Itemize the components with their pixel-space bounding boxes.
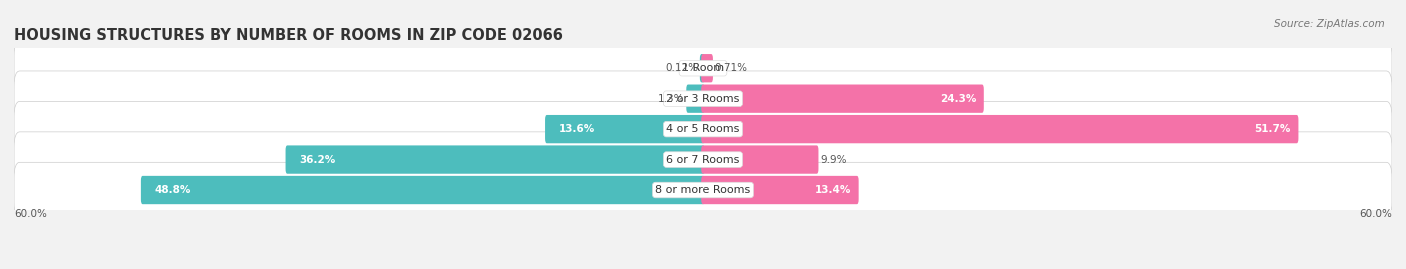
FancyBboxPatch shape (546, 115, 704, 143)
FancyBboxPatch shape (702, 115, 1298, 143)
FancyBboxPatch shape (285, 146, 704, 174)
Text: 1.3%: 1.3% (658, 94, 685, 104)
Text: 24.3%: 24.3% (939, 94, 976, 104)
FancyBboxPatch shape (14, 132, 1392, 187)
Text: 6 or 7 Rooms: 6 or 7 Rooms (666, 155, 740, 165)
FancyBboxPatch shape (14, 41, 1392, 96)
Text: 1 Room: 1 Room (682, 63, 724, 73)
Text: 13.4%: 13.4% (814, 185, 851, 195)
Text: 48.8%: 48.8% (155, 185, 191, 195)
Text: 0.71%: 0.71% (714, 63, 748, 73)
Text: 2 or 3 Rooms: 2 or 3 Rooms (666, 94, 740, 104)
Text: 9.9%: 9.9% (820, 155, 846, 165)
FancyBboxPatch shape (702, 54, 713, 82)
Text: 8 or more Rooms: 8 or more Rooms (655, 185, 751, 195)
Text: Source: ZipAtlas.com: Source: ZipAtlas.com (1274, 19, 1385, 29)
Text: 13.6%: 13.6% (558, 124, 595, 134)
FancyBboxPatch shape (702, 84, 984, 113)
FancyBboxPatch shape (700, 54, 704, 82)
Text: 60.0%: 60.0% (1360, 209, 1392, 219)
FancyBboxPatch shape (702, 146, 818, 174)
FancyBboxPatch shape (14, 101, 1392, 157)
FancyBboxPatch shape (686, 84, 704, 113)
Text: 4 or 5 Rooms: 4 or 5 Rooms (666, 124, 740, 134)
Text: 0.12%: 0.12% (665, 63, 699, 73)
Text: 36.2%: 36.2% (299, 155, 335, 165)
FancyBboxPatch shape (14, 71, 1392, 126)
FancyBboxPatch shape (141, 176, 704, 204)
FancyBboxPatch shape (702, 176, 859, 204)
Text: 51.7%: 51.7% (1254, 124, 1291, 134)
Text: HOUSING STRUCTURES BY NUMBER OF ROOMS IN ZIP CODE 02066: HOUSING STRUCTURES BY NUMBER OF ROOMS IN… (14, 28, 562, 43)
FancyBboxPatch shape (14, 162, 1392, 218)
Text: 60.0%: 60.0% (14, 209, 46, 219)
